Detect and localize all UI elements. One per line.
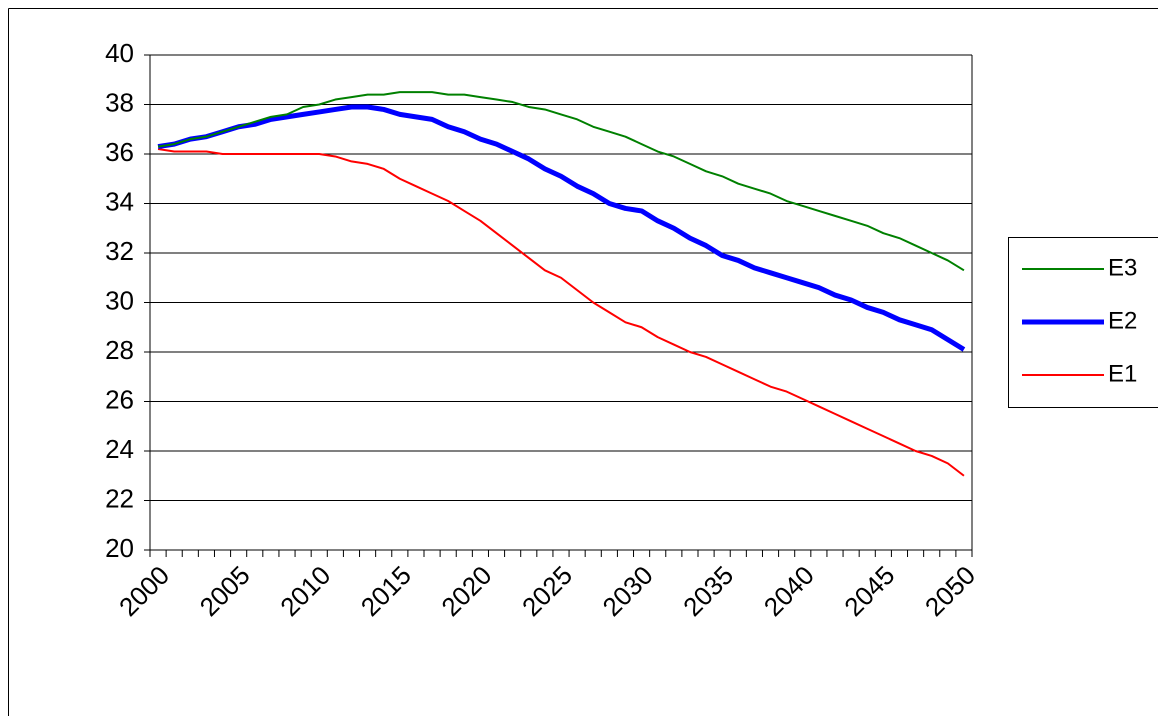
legend-label: E2 [1108,307,1137,334]
x-tick-label: 2020 [435,560,497,622]
y-tick-label: 20 [105,533,134,563]
y-tick-label: 30 [105,285,134,315]
y-tick-label: 34 [105,186,134,216]
series-line [157,104,966,352]
x-tick-label: 2050 [919,560,981,622]
y-tick-label: 32 [105,236,134,266]
y-tick-label: 26 [105,384,134,414]
series-line [157,91,965,272]
y-tick-label: 38 [105,87,134,117]
x-tick-label: 2045 [838,560,900,622]
x-tick-label: 2030 [597,560,659,622]
x-tick-label: 2000 [113,560,175,622]
x-tick-label: 2015 [355,560,417,622]
x-tick-label: 2040 [758,560,820,622]
y-tick-label: 28 [105,335,134,365]
legend-label: E1 [1108,360,1137,387]
y-tick-label: 24 [105,434,134,464]
legend: E3 E2 E1 [1022,254,1137,387]
series-line [157,148,965,477]
x-tick-label: 2025 [516,560,578,622]
y-tick-label: 22 [105,483,134,513]
x-tick-label: 2035 [677,560,739,622]
x-tick-label: 2005 [194,560,256,622]
legend-label: E3 [1108,254,1137,281]
x-tick-label: 2010 [274,560,336,622]
y-tick-label: 40 [105,38,134,68]
y-tick-label: 36 [105,137,134,167]
